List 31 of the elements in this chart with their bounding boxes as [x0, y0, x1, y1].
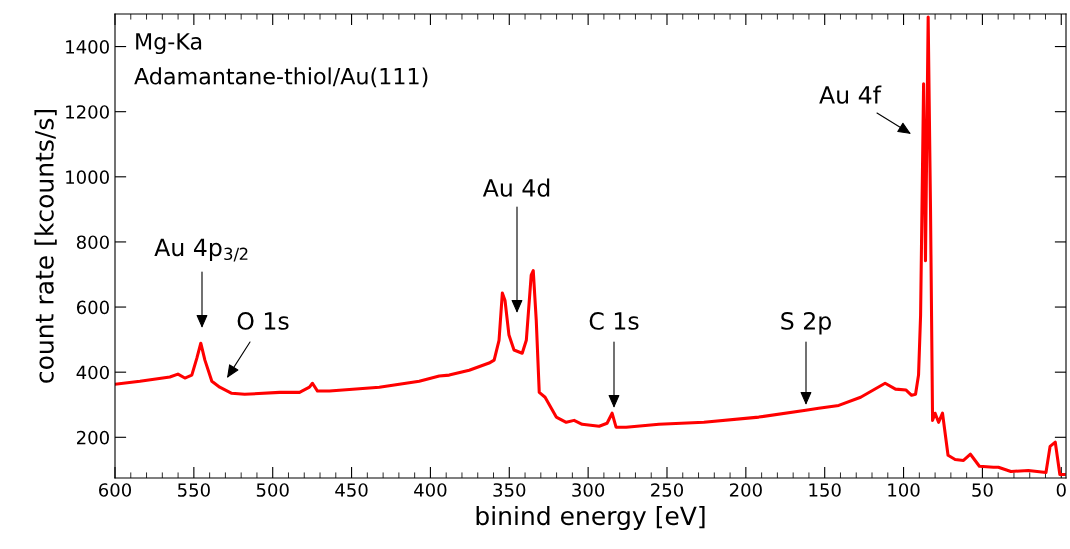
y-tick-label: 600 — [76, 300, 109, 315]
y-tick-label: 1200 — [66, 105, 109, 119]
annotation: Adamantane-thiol/Au(111) — [134, 67, 428, 88]
x-tick-label: 350 — [493, 483, 526, 497]
y-axis-title: count rate [kcounts/s] — [34, 110, 57, 383]
y-tick-label: 200 — [77, 430, 109, 445]
x-tick-label: 150 — [809, 483, 841, 497]
x-tick-label: 500 — [256, 483, 289, 497]
annotation: O 1s — [237, 311, 289, 330]
annotation: S 2p — [781, 311, 831, 335]
annotation: Mg-Ka — [136, 33, 202, 55]
x-tick-label: 550 — [178, 483, 210, 497]
x-tick-label: 50 — [972, 483, 993, 497]
y-tick-label: 1400 — [66, 40, 109, 54]
x-tick-label: 100 — [888, 483, 920, 497]
y-tick-label: 400 — [76, 365, 109, 380]
x-tick-label: 200 — [729, 483, 762, 497]
line-series — [115, 15, 1066, 476]
annotation: Au 4f — [819, 85, 882, 104]
annotation: Au 4p$_{3/2}$ — [154, 238, 248, 262]
annotation: Au 4d — [482, 178, 550, 197]
x-axis-title: binind energy [eV] — [476, 505, 705, 531]
x-tick-label: 250 — [651, 483, 684, 497]
x-tick-label: 400 — [414, 483, 447, 497]
y-tick-label: 1000 — [66, 170, 109, 184]
x-tick-label: 450 — [335, 483, 368, 497]
x-tick-label: 0 — [1056, 483, 1066, 497]
y-tick-label: 800 — [76, 235, 109, 250]
annotation: C 1s — [589, 311, 639, 330]
x-tick-label: 600 — [99, 483, 132, 497]
x-tick-label: 300 — [572, 483, 605, 497]
